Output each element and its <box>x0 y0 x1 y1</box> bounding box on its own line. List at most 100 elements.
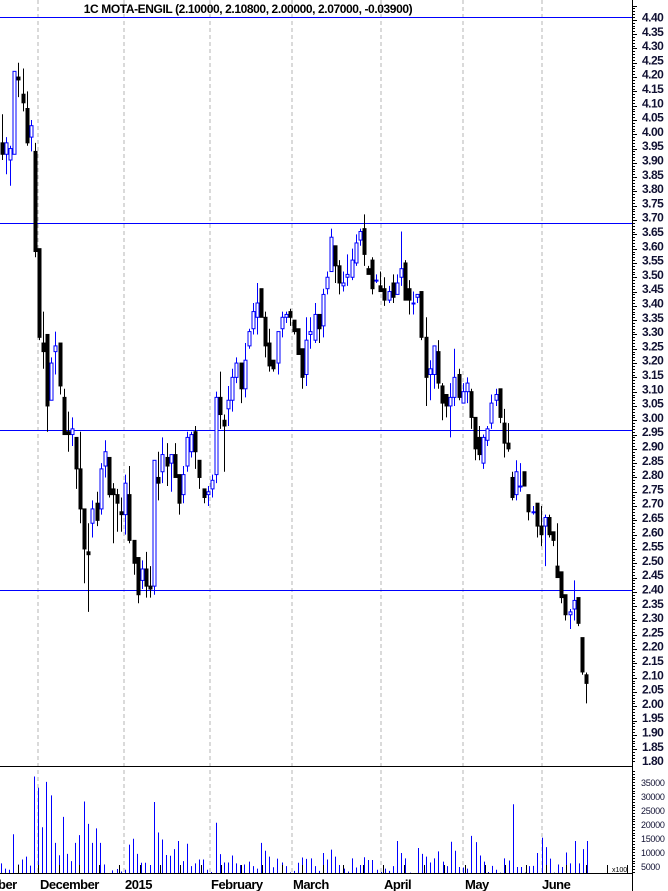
candle-up <box>90 500 95 538</box>
candle-body <box>41 342 46 353</box>
candle-up <box>531 506 536 515</box>
candle-down <box>45 333 50 432</box>
candle-up <box>345 254 350 286</box>
candle-up <box>226 385 231 426</box>
candle-down <box>165 443 170 487</box>
candle-up <box>70 417 75 446</box>
price-tick-label: 2.50 <box>642 554 664 568</box>
price-tick-label: 4.15 <box>642 82 664 96</box>
price-tick-label: 3.45 <box>642 282 664 296</box>
candle-up <box>572 580 577 621</box>
candle-body <box>366 268 371 275</box>
candle-up <box>321 288 326 338</box>
candle-body <box>267 342 272 367</box>
candle-down <box>469 388 474 429</box>
candle-up <box>12 70 17 155</box>
x-tick-label: April <box>384 877 411 891</box>
price-tick-label: 4.10 <box>642 96 664 110</box>
candle-up <box>189 431 194 458</box>
candle-body <box>21 93 26 104</box>
candle-down <box>584 672 589 704</box>
price-tick-label: 2.90 <box>642 440 664 454</box>
candle-body <box>424 336 429 378</box>
candle-down <box>300 348 305 389</box>
candle-body <box>152 459 157 587</box>
candle-body <box>86 551 91 556</box>
candle-down <box>202 488 207 504</box>
candle-down <box>222 414 227 472</box>
price-tick-label: 2.00 <box>642 697 664 711</box>
candle-down <box>526 494 531 521</box>
candle-body <box>551 531 556 541</box>
candle-body <box>140 568 145 581</box>
candle-body <box>62 396 67 436</box>
candle-down <box>267 328 272 372</box>
candle-down <box>127 466 132 544</box>
candle-down <box>580 637 585 675</box>
x-tick-label: May <box>465 877 490 891</box>
candle-up <box>341 271 346 292</box>
candle-body <box>193 431 198 453</box>
candle-body <box>345 273 350 278</box>
candle-down <box>407 280 412 315</box>
candle-up <box>313 303 318 344</box>
volume-tick-label: 5000 <box>641 862 660 872</box>
candle-body <box>49 362 54 401</box>
candle-body <box>123 482 128 516</box>
candle-down <box>263 311 268 358</box>
candle-body <box>210 479 215 490</box>
x-tick-label: June <box>542 877 571 891</box>
candle-body <box>485 428 490 441</box>
candle-down <box>148 566 153 598</box>
candle-down <box>115 488 120 532</box>
price-tick-label: 3.85 <box>642 168 664 182</box>
volume-tick-label: 10000 <box>641 848 665 858</box>
candle-body <box>206 491 211 496</box>
price-tick-label: 3.20 <box>642 354 664 368</box>
candle-body <box>95 502 100 521</box>
candle-body <box>37 248 42 338</box>
candle-up <box>448 383 453 438</box>
volume-tick-label: 20000 <box>641 820 665 830</box>
candle-body <box>378 285 383 293</box>
candle-down <box>317 313 322 344</box>
candle-down <box>197 459 202 489</box>
price-tick-label: 4.20 <box>642 68 664 82</box>
candle-up <box>374 274 379 283</box>
candle-body <box>226 399 231 410</box>
candle-down <box>33 142 38 258</box>
price-tick-label: 4.40 <box>642 11 664 25</box>
candle-down <box>477 425 482 461</box>
price-tick-label: 3.50 <box>642 268 664 282</box>
candle-down <box>156 451 161 501</box>
candle-body <box>506 442 511 450</box>
candle-body <box>329 236 334 273</box>
candle-body <box>25 108 30 144</box>
candle-down <box>506 423 511 452</box>
price-tick-label: 1.90 <box>642 726 664 740</box>
candle-down <box>551 531 556 547</box>
price-tick-label: 2.10 <box>642 668 664 682</box>
candle-body <box>230 376 235 401</box>
volume-unit-label: x100 <box>612 867 627 874</box>
candle-body <box>177 474 182 504</box>
candle-body <box>399 268 404 278</box>
candle-down <box>563 594 568 621</box>
candle-body <box>58 342 63 387</box>
candle-up <box>411 291 416 315</box>
candle-down <box>271 359 276 372</box>
candle-body <box>518 485 523 488</box>
candle-down <box>382 277 387 306</box>
price-tick-label: 3.55 <box>642 254 664 268</box>
candle-body <box>547 517 552 536</box>
candle-up <box>415 293 420 303</box>
candle-body <box>16 76 21 81</box>
price-tick-label: 2.95 <box>642 425 664 439</box>
candle-up <box>350 248 355 281</box>
candle-up <box>8 145 13 186</box>
candle-down <box>218 371 223 429</box>
candle-down <box>25 91 30 146</box>
price-tick-label: 3.60 <box>642 239 664 253</box>
candle-down <box>378 271 383 293</box>
price-tick-label: 3.70 <box>642 211 664 225</box>
